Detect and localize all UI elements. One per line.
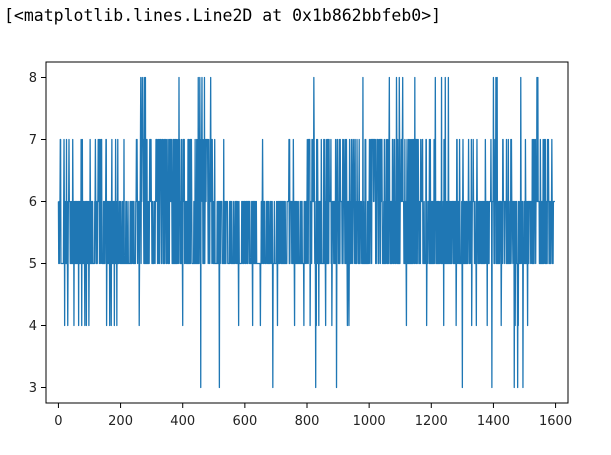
y-tick-label: 8 bbox=[29, 71, 37, 86]
x-tick-label: 400 bbox=[170, 414, 195, 429]
x-tick-label: 600 bbox=[232, 414, 257, 429]
y-tick-label: 3 bbox=[29, 381, 37, 396]
x-tick-label: 0 bbox=[54, 414, 62, 429]
plot-area bbox=[57, 76, 556, 389]
y-tick-label: 5 bbox=[29, 257, 37, 272]
x-tick-label: 200 bbox=[108, 414, 133, 429]
x-tick-label: 1000 bbox=[353, 414, 386, 429]
x-tick-label: 1600 bbox=[539, 414, 572, 429]
y-tick-label: 7 bbox=[29, 133, 37, 148]
y-tick-label: 6 bbox=[29, 195, 37, 210]
y-tick-label: 4 bbox=[29, 319, 37, 334]
x-tick-label: 1400 bbox=[477, 414, 510, 429]
series-line bbox=[57, 76, 556, 389]
cell-output-text: [<matplotlib.lines.Line2D at 0x1b862bbfe… bbox=[4, 6, 442, 25]
y-axis: 3 4 5 6 7 8 bbox=[29, 71, 46, 396]
x-tick-label: 800 bbox=[295, 414, 320, 429]
x-axis: 0 200 400 600 800 1000 1200 1400 1600 bbox=[54, 403, 572, 429]
x-tick-label: 1200 bbox=[415, 414, 448, 429]
